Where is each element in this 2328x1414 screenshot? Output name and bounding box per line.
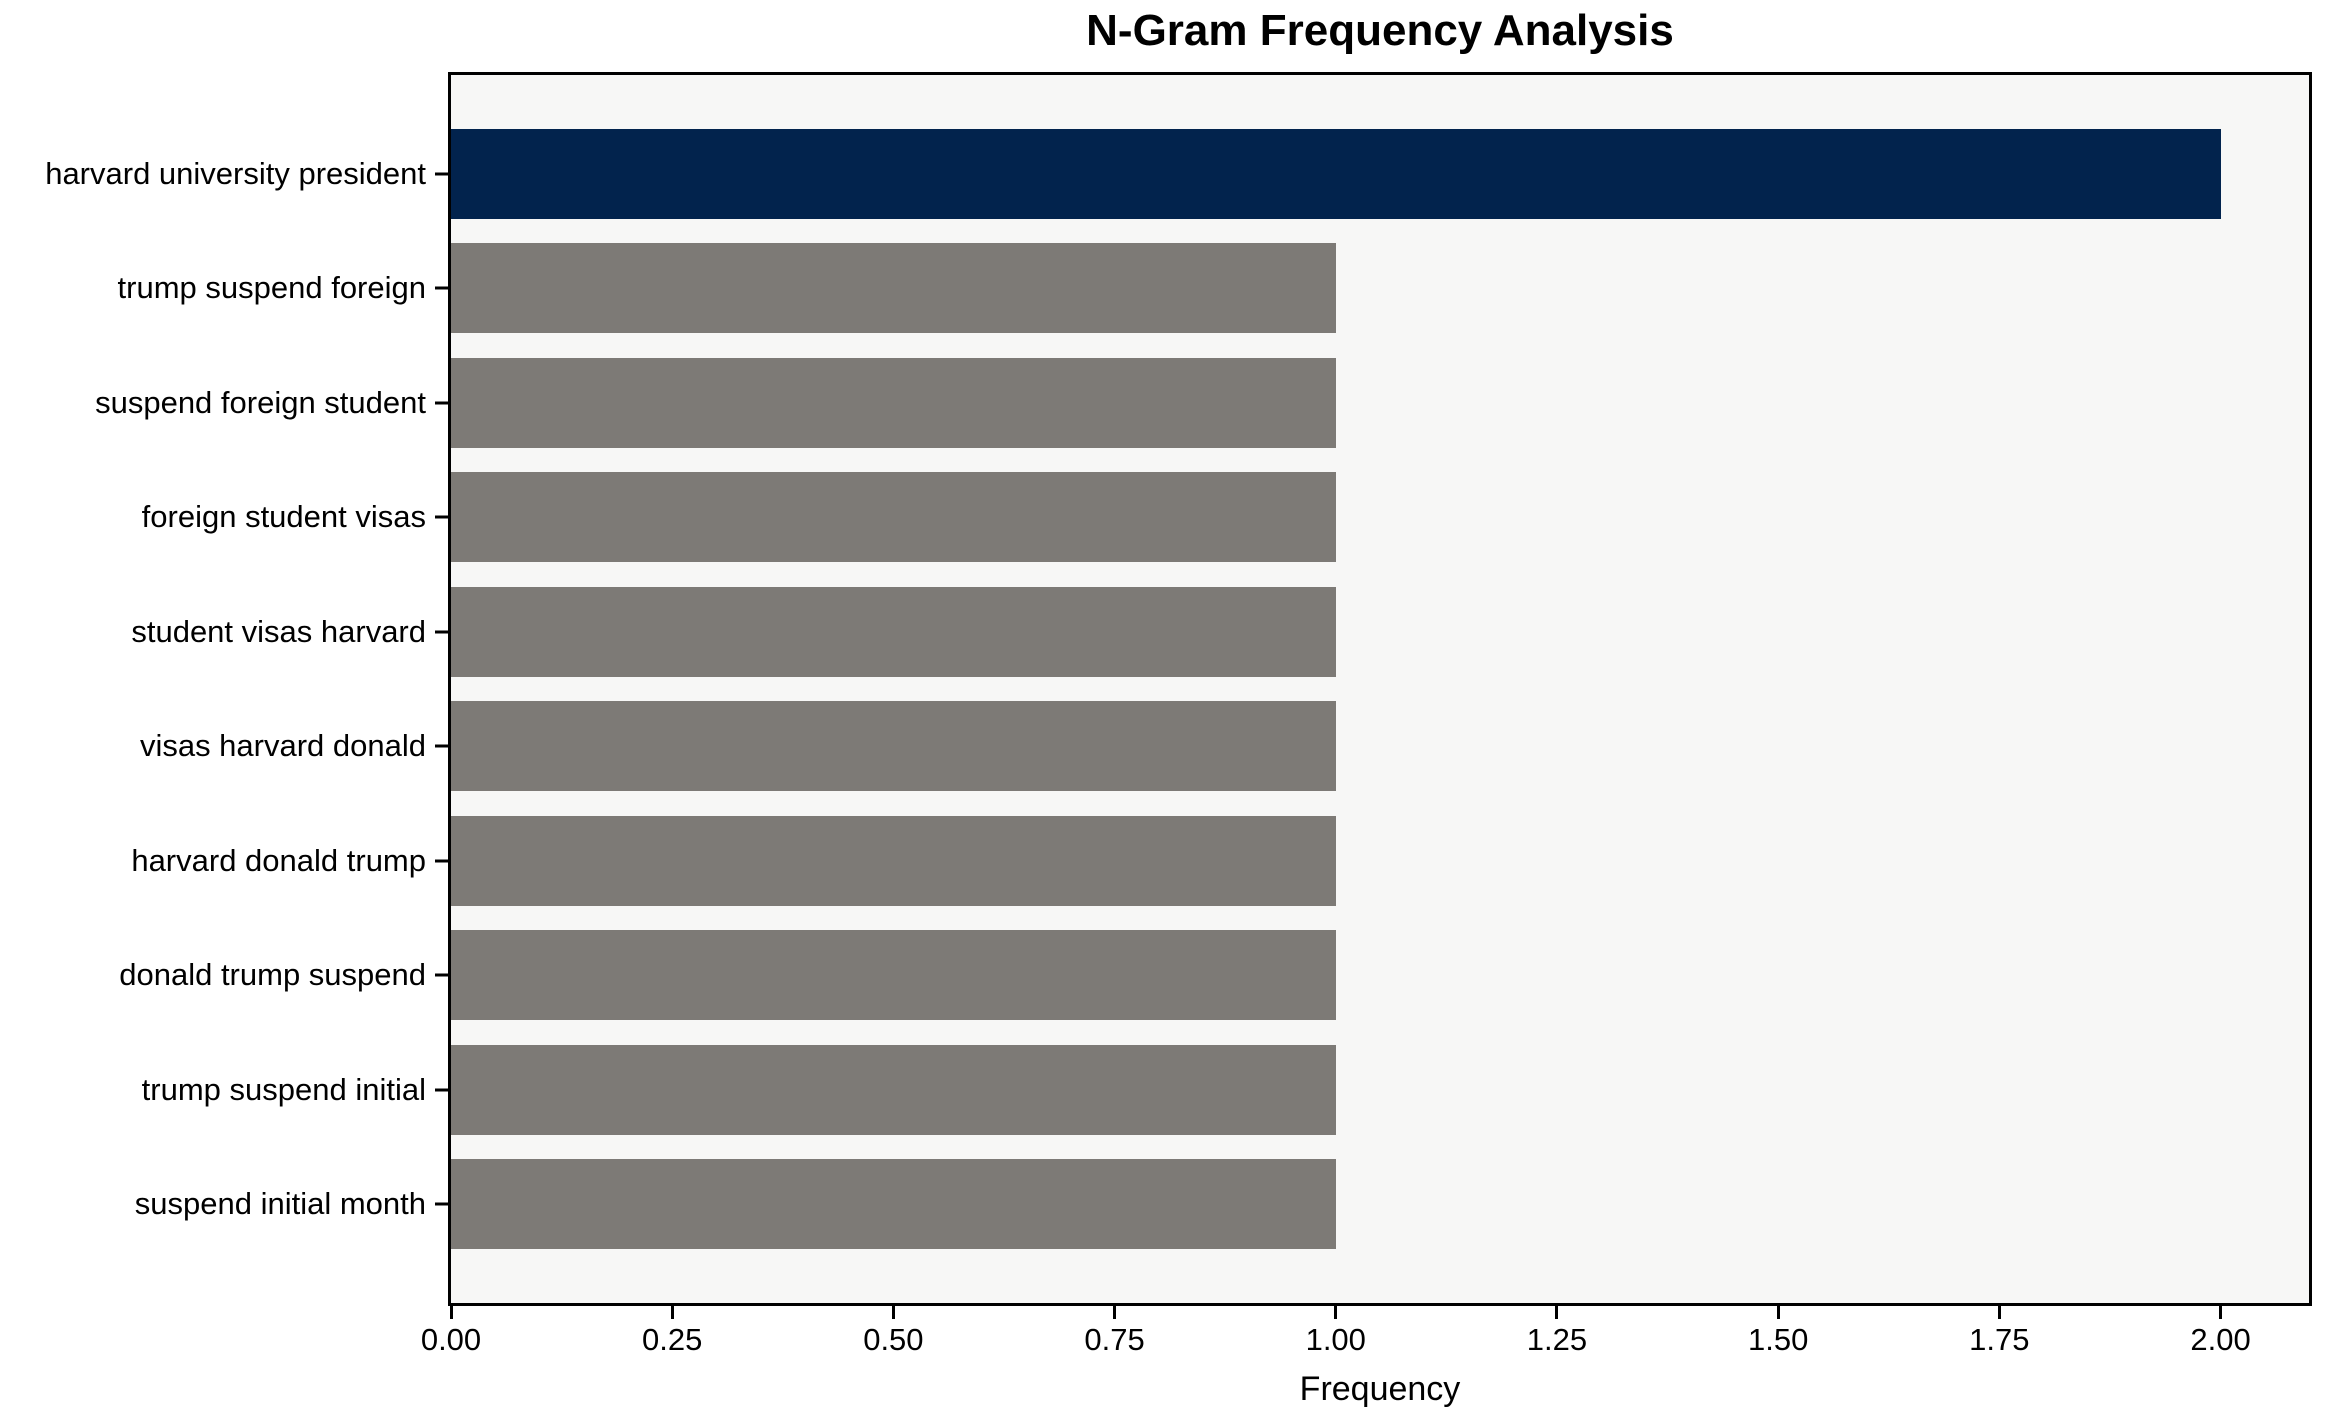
y-tick-label: suspend initial month (134, 1185, 426, 1221)
plot-area: harvard university president trump suspen… (45, 72, 2312, 1306)
y-tick-mark (435, 973, 448, 977)
x-tick-mark (1776, 1306, 1780, 1319)
bar-row: harvard university president (45, 129, 2309, 219)
bar-harvard-donald-trump (451, 815, 1336, 906)
y-tick-mark (435, 744, 448, 748)
y-tick-mark (435, 1202, 448, 1206)
x-tick-mark (1113, 1306, 1117, 1319)
y-tick-mark (435, 286, 448, 290)
bar-row: harvard donald trump (131, 815, 2309, 906)
x-tick-mark (1555, 1306, 1559, 1319)
x-tick-label: 1.00 (1305, 1322, 1366, 1357)
bar-harvard-university-president (451, 129, 2221, 219)
bar-row: trump suspend foreign (118, 243, 2309, 334)
y-tick-label: harvard university president (45, 156, 426, 191)
bar-trump-suspend-initial (451, 1044, 1336, 1135)
bars-layer: harvard university president trump suspen… (45, 75, 2309, 1303)
x-tick-label: 1.25 (1526, 1322, 1588, 1357)
x-tick-mark (670, 1306, 674, 1319)
y-tick-label: harvard donald trump (131, 842, 426, 878)
x-tick-label: 0.50 (863, 1322, 924, 1357)
x-tick-mark (1997, 1306, 2001, 1319)
x-tick-mark (891, 1306, 895, 1319)
y-tick-label: suspend foreign student (95, 384, 426, 420)
x-tick-label: 0.25 (642, 1322, 703, 1357)
y-tick-mark (435, 1088, 448, 1091)
bar-visas-harvard-donald (451, 701, 1336, 792)
bar-row: donald trump suspend (119, 930, 2309, 1021)
x-tick-label: 0.00 (420, 1322, 482, 1357)
x-tick-label: 1.75 (1969, 1322, 2030, 1357)
x-tick-mark (449, 1306, 453, 1319)
bar-foreign-student-visas (451, 472, 1336, 563)
x-tick-label: 1.50 (1747, 1322, 1809, 1357)
y-tick-label: student visas harvard (131, 613, 426, 649)
x-tick-label: 2.00 (2190, 1322, 2251, 1357)
y-tick-mark (435, 515, 448, 519)
y-tick-mark (435, 859, 448, 863)
bar-donald-trump-suspend (451, 930, 1336, 1021)
bar-row: suspend initial month (135, 1158, 2309, 1249)
bar-row: trump suspend initial (142, 1044, 2309, 1135)
bar-row: suspend foreign student (95, 357, 2309, 448)
x-tick-mark (2219, 1306, 2223, 1319)
y-tick-label: foreign student visas (141, 499, 426, 535)
y-tick-label: visas harvard donald (139, 728, 426, 764)
y-tick-mark (435, 401, 448, 405)
bar-row: foreign student visas (142, 472, 2309, 563)
bar-row: visas harvard donald (140, 701, 2309, 792)
y-tick-mark (435, 630, 448, 634)
chart-title: N-Gram Frequency Analysis (1086, 6, 1674, 55)
bar-trump-suspend-foreign (451, 243, 1336, 334)
bar-suspend-initial-month (451, 1158, 1336, 1249)
bar-student-visas-harvard (451, 586, 1336, 677)
y-tick-label: trump suspend foreign (117, 270, 426, 306)
x-tick-label: 0.75 (1084, 1322, 1145, 1357)
y-tick-label: trump suspend initial (141, 1071, 426, 1107)
y-tick-mark (435, 172, 448, 176)
bar-suspend-foreign-student (451, 357, 1336, 448)
x-tick-mark (1334, 1306, 1338, 1319)
y-tick-label: donald trump suspend (119, 957, 426, 993)
x-axis-label: Frequency (1299, 1370, 1461, 1408)
bar-row: student visas harvard (131, 586, 2309, 677)
